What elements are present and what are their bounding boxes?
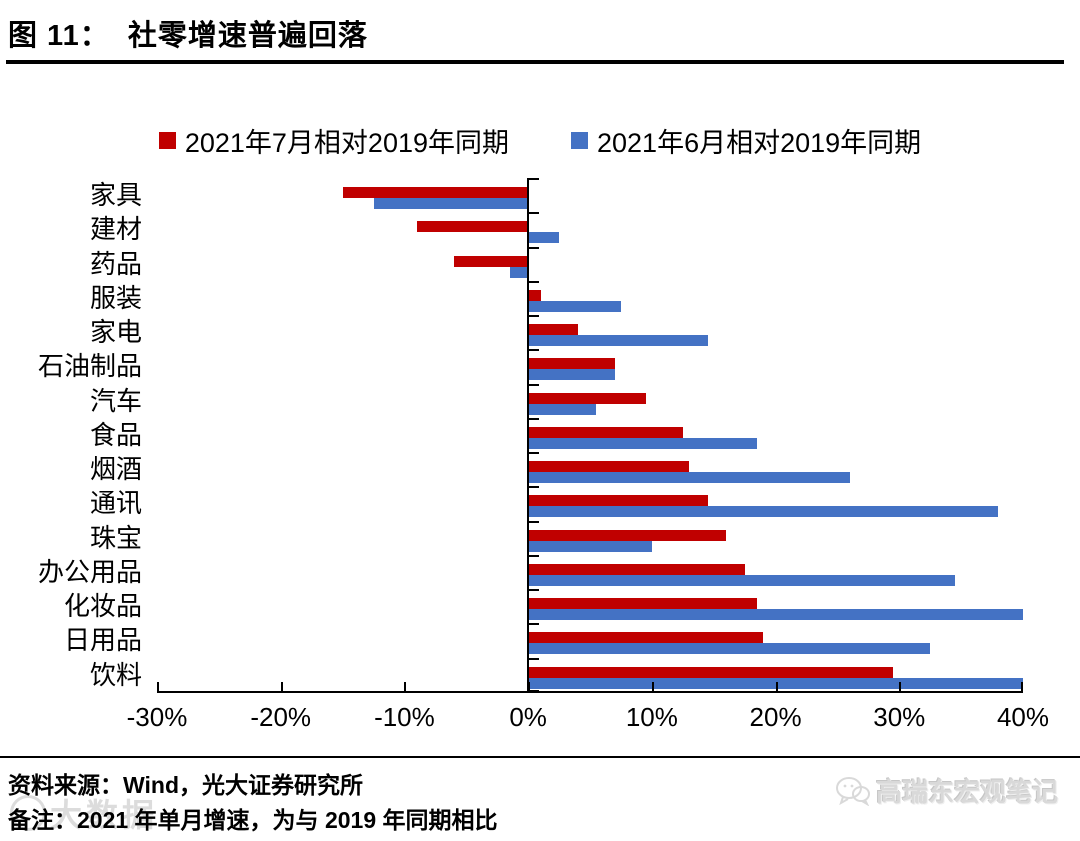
category-label: 药品 bbox=[89, 248, 142, 279]
category-axis-tick bbox=[529, 417, 540, 420]
watermark-right: 高瑞东宏观笔记 bbox=[835, 772, 1058, 809]
bar-家具-s1 bbox=[373, 198, 529, 209]
category-label: 办公用品 bbox=[37, 556, 142, 587]
bar-通讯-s0 bbox=[528, 495, 708, 507]
legend-item-0: 2021年7月相对2019年同期 bbox=[158, 121, 509, 160]
category-label: 食品 bbox=[89, 419, 142, 450]
x-tick-label: -30% bbox=[126, 702, 188, 732]
legend-swatch-icon bbox=[158, 132, 176, 149]
category-axis-tick bbox=[529, 383, 540, 386]
source-text: 资料来源：Wind，光大证券研究所 bbox=[8, 772, 363, 798]
legend: 2021年7月相对2019年同期 2021年6月相对2019年同期 bbox=[0, 121, 1080, 160]
watermark-logo-icon bbox=[10, 795, 46, 831]
bar-烟酒-s0 bbox=[528, 461, 689, 473]
category-axis-tick bbox=[529, 623, 540, 626]
x-tick-label: -10% bbox=[374, 702, 435, 732]
legend-label: 2021年6月相对2019年同期 bbox=[597, 128, 922, 158]
x-tick-label: 10% bbox=[625, 702, 678, 732]
bar-建材-s0 bbox=[416, 221, 529, 233]
category-label: 日用品 bbox=[63, 625, 142, 656]
category-label: 汽车 bbox=[89, 385, 142, 416]
bar-办公用品-s0 bbox=[528, 563, 745, 575]
note-text: 备注：2021 年单月增速，为与 2019 年同期相比 bbox=[8, 807, 498, 833]
bar-化妆品-s1 bbox=[528, 609, 1023, 621]
value-axis-tick bbox=[404, 682, 407, 691]
category-axis-tick bbox=[529, 212, 540, 215]
bar-服装-s0 bbox=[528, 289, 541, 301]
x-tick-label: 40% bbox=[996, 702, 1050, 732]
bar-家具-s0 bbox=[342, 187, 529, 198]
bar-食品-s0 bbox=[528, 426, 683, 438]
legend-swatch-icon bbox=[571, 132, 588, 149]
bar-化妆品-s0 bbox=[528, 598, 757, 610]
wechat-icon bbox=[835, 776, 870, 806]
bar-办公用品-s1 bbox=[528, 574, 955, 586]
value-axis-tick bbox=[651, 682, 654, 691]
watermark-right-text: 高瑞东宏观笔记 bbox=[875, 777, 1058, 807]
category-label: 珠宝 bbox=[89, 522, 142, 553]
bar-服装-s1 bbox=[528, 300, 621, 312]
x-tick-label: 30% bbox=[873, 702, 926, 732]
category-label: 通讯 bbox=[89, 488, 142, 519]
watermark-left: 大数据 bbox=[10, 790, 158, 836]
bar-饮料-s0 bbox=[528, 666, 894, 678]
value-axis-tick bbox=[899, 682, 902, 691]
x-tick-label: 20% bbox=[749, 702, 802, 732]
category-axis-tick bbox=[529, 486, 540, 489]
bar-药品-s1 bbox=[509, 266, 529, 278]
category-label: 化妆品 bbox=[63, 591, 142, 622]
legend-item-1: 2021年6月相对2019年同期 bbox=[571, 121, 921, 160]
value-axis-tick bbox=[1021, 682, 1023, 691]
bar-药品-s0 bbox=[453, 255, 529, 267]
x-tick-label: -20% bbox=[250, 702, 312, 732]
category-axis-tick bbox=[529, 246, 540, 249]
value-axis-tick bbox=[775, 682, 778, 691]
bar-珠宝-s1 bbox=[528, 540, 652, 552]
bar-珠宝-s0 bbox=[528, 529, 727, 541]
category-label: 服装 bbox=[89, 282, 142, 313]
bar-通讯-s1 bbox=[528, 506, 999, 518]
x-axis-labels: -30% -20% -10% 0% 10% 20% 30% 40% bbox=[0, 702, 1080, 738]
category-label: 饮料 bbox=[89, 659, 142, 690]
category-axis-tick bbox=[529, 657, 540, 660]
x-tick-label: 0% bbox=[509, 702, 547, 732]
category-axis-tick bbox=[529, 315, 540, 318]
bar-石油制品-s0 bbox=[528, 358, 615, 370]
footer-divider bbox=[0, 756, 1080, 758]
category-axis-tick bbox=[529, 520, 540, 523]
chart-title: 图 11： 社零增速普遍回落 bbox=[8, 20, 368, 52]
category-label: 烟酒 bbox=[89, 454, 142, 485]
value-axis-tick bbox=[157, 682, 159, 691]
value-axis-tick bbox=[528, 682, 531, 691]
category-axis-tick bbox=[529, 554, 540, 557]
bar-石油制品-s1 bbox=[528, 369, 615, 381]
bar-日用品-s1 bbox=[528, 643, 931, 655]
category-axis-tick bbox=[529, 589, 540, 592]
value-axis-line bbox=[157, 691, 1023, 693]
category-axis-tick bbox=[529, 178, 540, 180]
category-axis-tick bbox=[529, 280, 540, 283]
category-label: 建材 bbox=[89, 214, 142, 245]
category-axis-tick bbox=[529, 349, 540, 352]
bar-建材-s1 bbox=[528, 232, 560, 244]
category-axis-labels: 家具建材 药品 服装家电 石油制品 汽车 食品烟酒 通讯 珠宝 办公用品化妆品 日用品 饮料 bbox=[0, 178, 142, 692]
bar-汽车-s0 bbox=[528, 392, 646, 404]
category-label: 家电 bbox=[89, 317, 142, 348]
bar-食品-s1 bbox=[528, 437, 757, 449]
bar-家电-s1 bbox=[528, 335, 708, 347]
bar-家电-s0 bbox=[528, 324, 578, 336]
bar-汽车-s1 bbox=[528, 403, 597, 415]
bar-日用品-s0 bbox=[528, 632, 764, 644]
plot-area bbox=[157, 178, 1023, 693]
category-axis-tick bbox=[529, 452, 540, 455]
value-axis-tick bbox=[280, 682, 283, 691]
legend-label: 2021年7月相对2019年同期 bbox=[184, 128, 509, 158]
watermark-left-text: 大数据 bbox=[50, 797, 159, 833]
category-label: 家具 bbox=[89, 180, 142, 210]
title-divider bbox=[6, 60, 1064, 64]
category-axis-line bbox=[527, 178, 530, 692]
bar-烟酒-s1 bbox=[528, 472, 850, 484]
category-label: 石油制品 bbox=[37, 351, 142, 382]
